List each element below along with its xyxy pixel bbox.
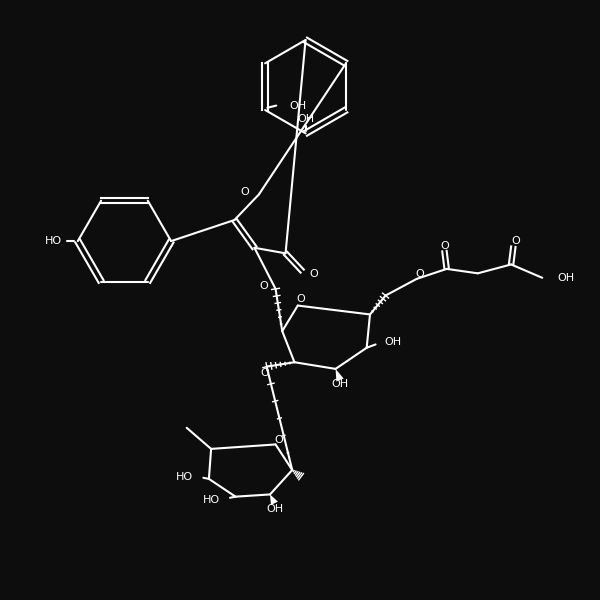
- Text: OH: OH: [290, 101, 307, 110]
- Text: HO: HO: [203, 495, 220, 505]
- Text: O: O: [259, 281, 268, 290]
- Polygon shape: [270, 494, 278, 505]
- Text: O: O: [511, 236, 520, 246]
- Text: O: O: [240, 187, 249, 197]
- Text: O: O: [440, 241, 449, 251]
- Text: OH: OH: [331, 379, 349, 389]
- Text: OH: OH: [558, 273, 575, 283]
- Text: OH: OH: [266, 504, 283, 514]
- Text: HO: HO: [45, 236, 62, 246]
- Text: OH: OH: [297, 114, 314, 124]
- Text: OH: OH: [385, 337, 401, 347]
- Text: O: O: [260, 368, 269, 379]
- Text: O: O: [309, 269, 317, 280]
- Text: O: O: [275, 435, 283, 445]
- Text: HO: HO: [176, 472, 193, 482]
- Text: O: O: [416, 269, 424, 280]
- Text: O: O: [297, 294, 305, 304]
- Polygon shape: [335, 369, 344, 382]
